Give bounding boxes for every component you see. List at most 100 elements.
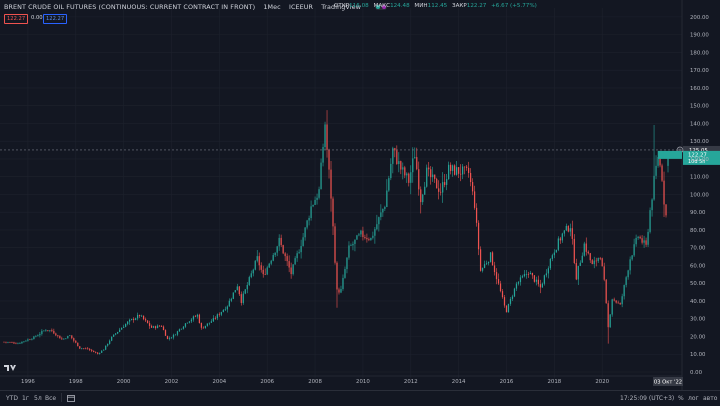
candle-body xyxy=(585,243,587,252)
ohlc-legend: ОТКР116.08 МАКС124.48 МИН112.45 ЗАКР122.… xyxy=(334,3,540,9)
symbol-title[interactable]: BRENT CRUDE OIL FUTURES (CONTINUOUS: CUR… xyxy=(4,3,256,11)
time-tick-label: 2000 xyxy=(117,379,131,385)
candle-body xyxy=(140,315,143,317)
candle-body xyxy=(521,276,524,278)
candle-body xyxy=(304,227,306,238)
candle-body xyxy=(661,165,663,181)
candle-body xyxy=(384,206,386,209)
candle-body xyxy=(653,175,655,200)
open-value: 116.08 xyxy=(349,3,369,9)
candle-body xyxy=(123,326,125,328)
buy-price-button[interactable]: 122.27 xyxy=(43,14,68,24)
candle-body xyxy=(523,274,526,277)
candle-body xyxy=(615,300,617,303)
candle-body xyxy=(254,260,256,270)
sell-price-button[interactable]: 122.27 xyxy=(4,14,29,24)
candle-body xyxy=(121,327,123,330)
time-tick-label: 1996 xyxy=(21,379,35,385)
candles-layer xyxy=(3,110,669,355)
candle-body xyxy=(473,191,476,208)
candle-body xyxy=(15,343,17,345)
price-tick-label: 110.00 xyxy=(690,175,709,181)
calendar-icon[interactable] xyxy=(67,394,75,404)
interval-label[interactable]: 1Мес xyxy=(263,3,281,11)
candle-body xyxy=(655,165,657,176)
candle-body xyxy=(495,272,498,280)
candle-body xyxy=(609,314,611,328)
candle-body xyxy=(312,204,314,207)
candle-body xyxy=(168,338,171,339)
candle-body xyxy=(266,267,268,275)
candle-body xyxy=(400,161,402,170)
candle-body xyxy=(83,348,85,350)
price-tick-label: 40.00 xyxy=(690,299,706,305)
price-scale: 200.00 190.00 180.00 170.00 160.00 150.00 140.… xyxy=(690,15,709,376)
candle-body xyxy=(462,166,464,175)
candle-body xyxy=(448,164,450,180)
candle-body xyxy=(348,245,350,258)
candle-body xyxy=(280,237,282,246)
candle-body xyxy=(593,260,595,265)
candle-body xyxy=(81,348,83,350)
price-tick-label: 30.00 xyxy=(690,317,706,323)
last-price-box xyxy=(683,150,720,165)
candle-body xyxy=(212,318,214,322)
candle-body xyxy=(565,225,567,231)
candle-body xyxy=(67,335,69,339)
range-1y-button[interactable]: 1г xyxy=(22,395,29,402)
candle-body xyxy=(388,178,390,191)
price-tick-label: 200.00 xyxy=(690,15,709,21)
candle-body xyxy=(316,197,318,200)
log-toggle[interactable]: лог xyxy=(688,395,699,402)
time-tick-label: 2016 xyxy=(500,379,514,385)
candle-body xyxy=(477,222,480,250)
candle-body xyxy=(274,252,276,256)
clock-label[interactable]: 17:25:09 (UTC+3) xyxy=(620,395,675,402)
candle-body xyxy=(206,323,209,326)
candle-body xyxy=(362,230,364,238)
candle-body xyxy=(182,326,185,329)
candle-body xyxy=(547,268,549,274)
range-all-button[interactable]: Все xyxy=(45,395,57,402)
candle-body xyxy=(366,237,368,240)
range-ytd-button[interactable]: YTD xyxy=(6,395,18,402)
candle-body xyxy=(246,284,248,290)
candle-body xyxy=(21,341,23,344)
visibility-toggle-icon[interactable] xyxy=(375,4,388,10)
price-tick-label: 50.00 xyxy=(690,281,706,287)
candle-body xyxy=(117,331,119,334)
candle-body xyxy=(503,297,506,306)
time-tick-label: 2002 xyxy=(165,379,179,385)
auto-toggle[interactable]: авто xyxy=(703,395,718,402)
candle-body xyxy=(268,263,270,268)
price-tick-label: 190.00 xyxy=(690,33,709,39)
percent-toggle[interactable]: % xyxy=(678,395,684,402)
candle-body xyxy=(665,204,667,216)
candle-body xyxy=(557,238,559,250)
candle-body xyxy=(107,343,109,346)
candle-body xyxy=(69,335,71,337)
candle-body xyxy=(485,263,488,265)
candle-body xyxy=(467,167,470,173)
candle-body xyxy=(509,298,512,304)
candle-body xyxy=(430,169,432,178)
candle-body xyxy=(573,238,575,264)
candle-body xyxy=(621,296,623,305)
open-label: ОТКР xyxy=(334,3,350,9)
candle-body xyxy=(240,294,242,303)
range-5y-button[interactable]: 5л xyxy=(34,395,42,402)
candle-body xyxy=(352,243,354,246)
candle-body xyxy=(250,273,252,278)
candle-body xyxy=(194,316,197,318)
candle-body xyxy=(324,124,326,148)
candle-body xyxy=(376,224,378,230)
chart-header: BRENT CRUDE OIL FUTURES (CONTINUOUS: CUR… xyxy=(4,3,393,11)
candle-body xyxy=(146,320,149,324)
candle-body xyxy=(27,339,29,341)
candle-body xyxy=(543,275,545,284)
candle-body xyxy=(571,228,573,239)
candle-body xyxy=(402,167,404,170)
candle-body xyxy=(452,165,454,171)
